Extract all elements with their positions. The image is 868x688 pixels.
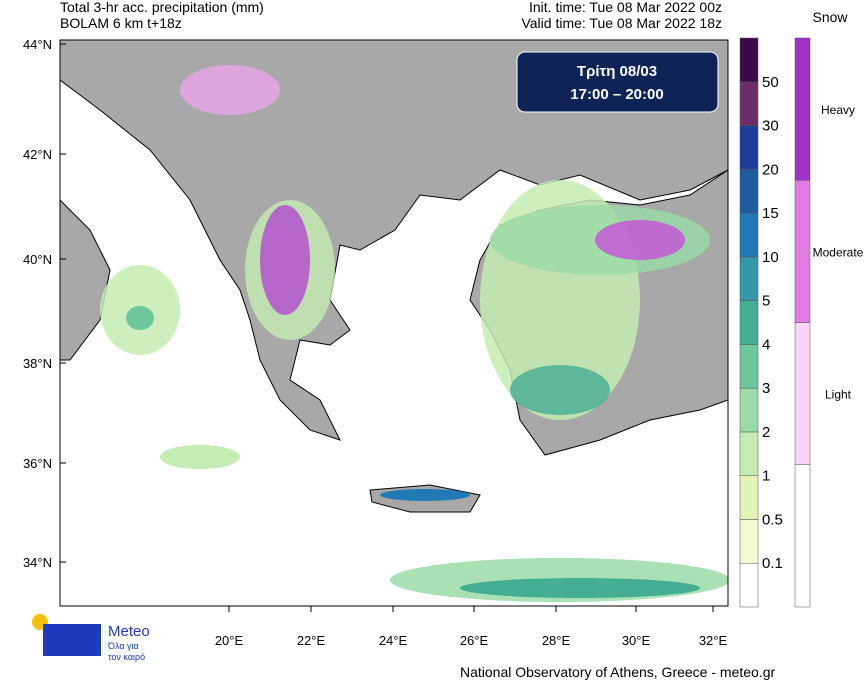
- logo: Meteo Όλα για τον καιρό: [32, 614, 150, 662]
- snow-label: Light: [825, 388, 852, 402]
- lon-label: 28°E: [542, 633, 571, 648]
- colorbar-segment: [739, 519, 759, 564]
- map: [59, 39, 729, 607]
- colorbar-segment: [739, 37, 759, 83]
- colorbar-segment: [739, 169, 759, 214]
- colorbar-label: 15: [762, 205, 779, 222]
- snow-label: Heavy: [821, 103, 855, 117]
- info-hours: 17:00 – 20:00: [570, 86, 663, 103]
- lon-label: 20°E: [215, 633, 244, 648]
- colorbar-segment: [739, 431, 759, 476]
- lat-labels: 44°N 42°N 40°N 38°N 36°N 34°N: [23, 37, 66, 570]
- snow-segment: [794, 322, 811, 465]
- colorbar-label: 0.5: [762, 511, 783, 528]
- snow-segment: [794, 464, 811, 608]
- valid-time: Valid time: Tue 08 Mar 2022 18z: [521, 15, 722, 31]
- colorbar-segment: [739, 344, 759, 389]
- lat-label: 34°N: [23, 555, 52, 570]
- colorbar-segment: [739, 125, 759, 170]
- snow-title: Snow: [812, 9, 848, 25]
- snow-label: Moderate: [813, 245, 864, 259]
- lat-label: 36°N: [23, 456, 52, 471]
- lat-label: 40°N: [23, 252, 52, 267]
- lon-labels: 20°E 22°E 24°E 26°E 28°E 30°E 32°E: [215, 606, 728, 648]
- colorbar-segment: [739, 300, 759, 345]
- logo-tagline: Όλα για: [107, 641, 139, 651]
- precip-colorbar: 0.1 0.5 1 2 3 4 5 10 15 20 30 50: [739, 37, 783, 608]
- colorbar-label: 0.1: [762, 555, 783, 572]
- logo-tagline: τον καιρό: [108, 652, 145, 662]
- model-label: BOLAM 6 km t+18z: [60, 15, 182, 31]
- lat-label: 42°N: [23, 147, 52, 162]
- info-day: Τρίτη 08/03: [577, 63, 657, 80]
- snow-segment: [794, 37, 811, 181]
- lon-label: 26°E: [460, 633, 489, 648]
- footer: National Observatory of Athens, Greece -…: [460, 664, 775, 680]
- lon-label: 30°E: [622, 633, 651, 648]
- logo-name: Meteo: [108, 623, 150, 640]
- colorbar-label: 30: [762, 118, 779, 135]
- map-title: Total 3-hr acc. precipitation (mm): [60, 0, 264, 15]
- snow-segment: [794, 180, 811, 323]
- colorbar-segment: [739, 475, 759, 520]
- lon-label: 22°E: [297, 633, 326, 648]
- colorbar-segment: [739, 212, 759, 258]
- info-box: [516, 51, 719, 113]
- colorbar-label: 10: [762, 249, 779, 266]
- init-time: Init. time: Tue 08 Mar 2022 00z: [529, 0, 722, 15]
- lon-label: 24°E: [379, 633, 408, 648]
- colorbar-segment: [739, 81, 759, 126]
- snow-colorbar: Light Moderate Heavy: [794, 37, 864, 608]
- colorbar-segment: [739, 562, 759, 608]
- colorbar-label: 1: [762, 468, 770, 485]
- lon-label: 32°E: [699, 633, 728, 648]
- colorbar-label: 4: [762, 336, 770, 353]
- colorbar-label: 20: [762, 161, 779, 178]
- colorbar-label: 2: [762, 424, 770, 441]
- lat-label: 38°N: [23, 356, 52, 371]
- colorbar-segment: [739, 256, 759, 301]
- colorbar-label: 5: [762, 293, 770, 310]
- colorbar-label: 3: [762, 380, 770, 397]
- lat-label: 44°N: [23, 37, 52, 52]
- colorbar-label: 50: [762, 74, 779, 91]
- colorbar-segment: [739, 387, 759, 433]
